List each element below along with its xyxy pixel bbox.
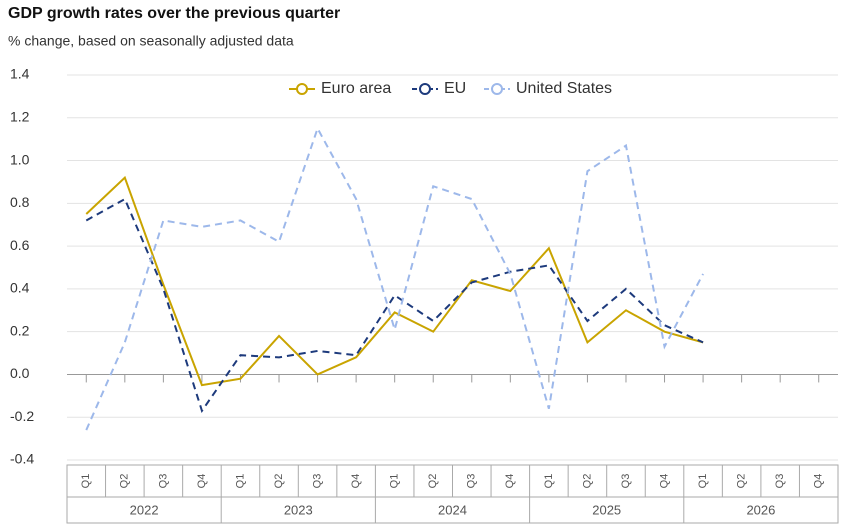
x-tick-label: Q2 [427,474,439,489]
x-tick-label: Q2 [119,474,131,489]
x-tick-label: Q3 [620,474,632,489]
y-tick-label: 0.8 [10,194,30,210]
y-tick-label: 0.4 [10,280,30,296]
legend-label: United States [516,80,612,97]
y-tick-label: 0.6 [10,237,30,253]
x-tick-label: Q4 [350,474,362,489]
x-tick-label: Q1 [543,474,555,489]
x-group-label: 2022 [130,502,159,517]
x-group-label: 2023 [284,502,313,517]
x-group-label: 2024 [438,502,467,517]
legend-label: EU [444,80,466,97]
y-tick-label: 0.2 [10,322,30,338]
chart-subtitle: % change, based on seasonally adjusted d… [8,33,294,49]
y-tick-label: 1.0 [10,151,30,167]
legend-symbol [491,83,503,95]
x-tick-label: Q2 [736,474,748,489]
y-tick-label: 0.0 [10,365,30,381]
x-tick-label: Q3 [311,474,323,489]
x-tick-label: Q2 [273,474,285,489]
x-tick-label: Q4 [196,474,208,489]
x-tick-label: Q1 [80,474,92,489]
x-tick-label: Q4 [658,474,670,489]
x-tick-label: Q3 [157,474,169,489]
x-tick-label: Q3 [466,474,478,489]
y-tick-label: -0.4 [10,451,34,467]
x-tick-label: Q1 [697,474,709,489]
chart-title: GDP growth rates over the previous quart… [8,5,340,22]
y-tick-label: 1.4 [10,66,30,82]
legend-symbol [419,83,431,95]
x-group-label: 2026 [746,502,775,517]
legend-symbol [296,83,308,95]
x-tick-label: Q4 [504,474,516,489]
x-tick-label: Q3 [774,474,786,489]
x-group-label: 2025 [592,502,621,517]
series-line [85,125,704,431]
x-tick-label: Q1 [234,474,246,489]
legend-label: Euro area [321,80,391,97]
series-line [85,175,704,387]
x-tick-label: Q2 [581,474,593,489]
y-tick-label: 1.2 [10,108,30,124]
y-tick-label: -0.2 [10,408,34,424]
x-tick-label: Q1 [389,474,401,489]
x-tick-label: Q4 [813,474,825,489]
